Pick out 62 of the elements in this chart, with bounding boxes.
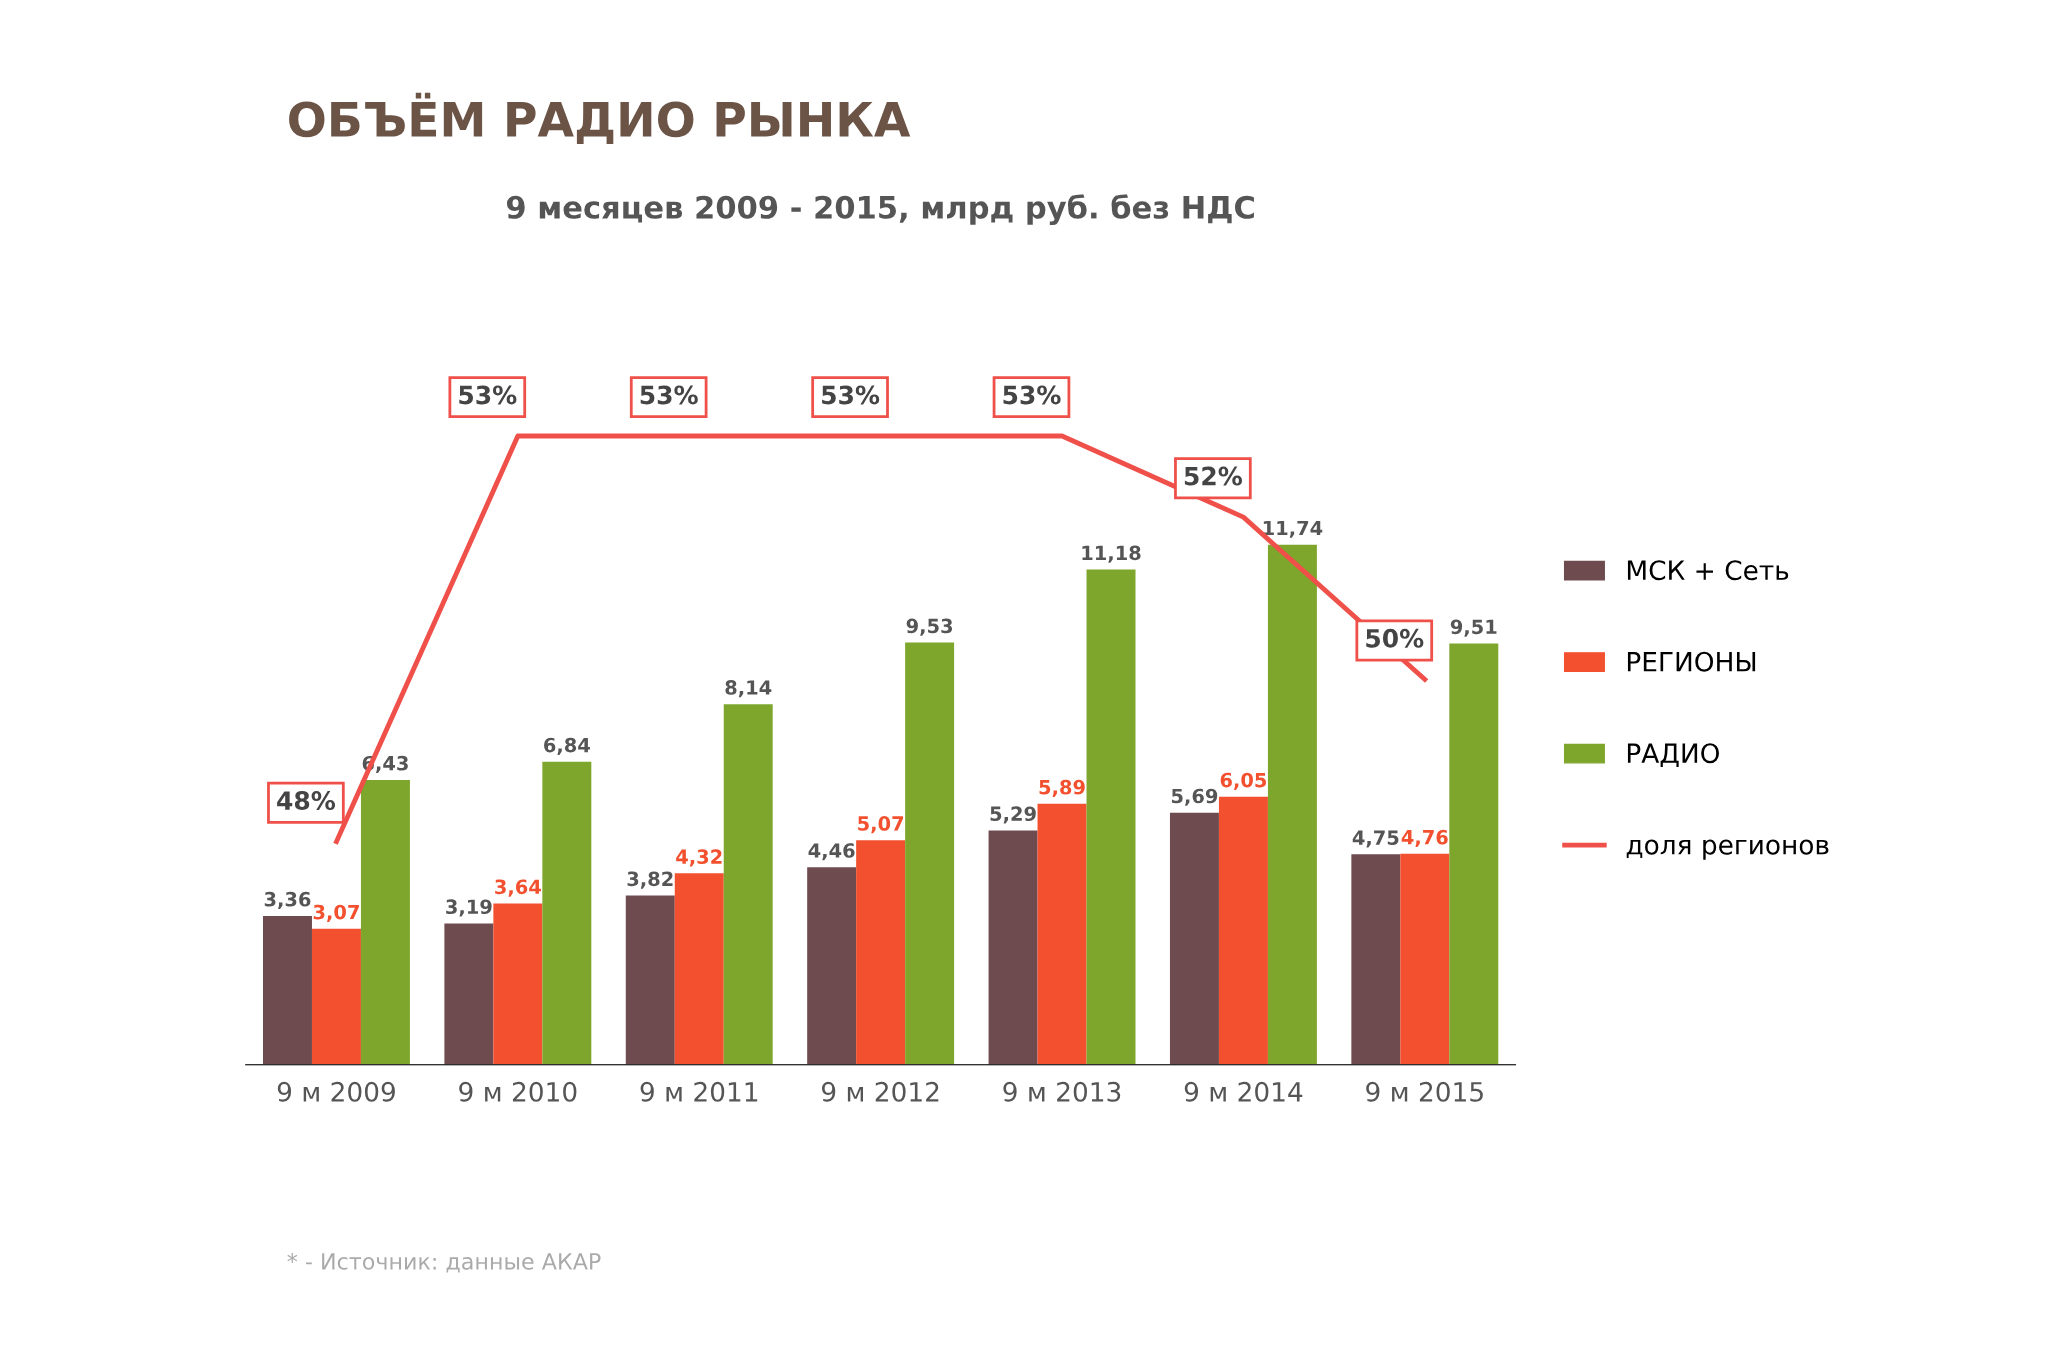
bar (856, 840, 906, 1065)
bar (905, 642, 955, 1065)
data-label: 4,32 (676, 849, 722, 867)
x-tick-label: 9 м 2009 (277, 1081, 395, 1102)
chart-subtitle: 9 месяцев 2009 - 2015, млрд руб. без НДС (506, 194, 1254, 225)
bar (1351, 854, 1401, 1065)
x-tick-label: 9 м 2014 (1184, 1081, 1303, 1102)
bar (444, 923, 494, 1065)
bar (1267, 544, 1317, 1065)
data-label: 5,69 (1171, 788, 1218, 806)
data-label: 6,84 (544, 737, 590, 755)
bar (625, 895, 675, 1065)
x-tick-label: 9 м 2010 (459, 1081, 577, 1102)
bar (674, 873, 724, 1065)
data-label: 9,51 (1450, 619, 1497, 637)
bar (360, 779, 410, 1065)
bar (493, 903, 543, 1065)
bar (807, 867, 857, 1065)
legend-label: МСК + Сеть (1627, 560, 1789, 581)
data-label: 5,29 (990, 806, 1036, 824)
bar (311, 928, 361, 1065)
data-label: 53% (1003, 385, 1061, 405)
bar (1086, 569, 1136, 1065)
legend-label: РЕГИОНЫ (1627, 651, 1756, 672)
data-label: 3,19 (446, 899, 492, 917)
data-label: 3,64 (495, 879, 541, 897)
data-label: 4,75 (1352, 830, 1399, 848)
data-label: 3,07 (313, 904, 359, 922)
data-label: 6,05 (1220, 772, 1267, 790)
bar (1449, 643, 1499, 1065)
bar (542, 761, 592, 1065)
data-label: 53% (822, 385, 880, 405)
data-label: 5,89 (1039, 779, 1085, 797)
x-tick-label: 9 м 2011 (640, 1081, 758, 1102)
data-label: 9,53 (906, 618, 953, 636)
data-label: 53% (459, 385, 517, 405)
text: * - Источник: данные АКАР (287, 1252, 601, 1273)
chart-title: ОБЪЁМ РАДИО РЫНКА (289, 92, 911, 144)
data-label: 4,46 (808, 843, 855, 861)
x-tick-label: 9 м 2013 (1003, 1081, 1121, 1102)
bar (1218, 796, 1268, 1065)
bar (723, 704, 773, 1065)
data-label: 11,74 (1263, 520, 1323, 538)
legend-label: РАДИО (1627, 743, 1719, 767)
x-tick-label: 9 м 2015 (1366, 1081, 1483, 1102)
bar (1400, 853, 1450, 1065)
data-label: 11,18 (1082, 545, 1141, 563)
data-label: 3,82 (627, 871, 673, 889)
data-label: 52% (1184, 466, 1242, 486)
bar (1037, 803, 1087, 1065)
data-label: 48% (277, 791, 336, 810)
bar (988, 830, 1038, 1065)
bar (1169, 812, 1219, 1065)
data-label: 53% (640, 385, 698, 405)
data-label: 8,14 (725, 680, 772, 698)
data-label: 50% (1366, 628, 1424, 648)
data-label: 4,76 (1401, 829, 1448, 848)
bar (262, 915, 312, 1065)
legend-label: доля регионов (1626, 839, 1829, 860)
data-label: 3,36 (264, 891, 311, 910)
data-label: 5,07 (858, 816, 904, 834)
x-tick-label: 9 м 2012 (821, 1081, 939, 1102)
